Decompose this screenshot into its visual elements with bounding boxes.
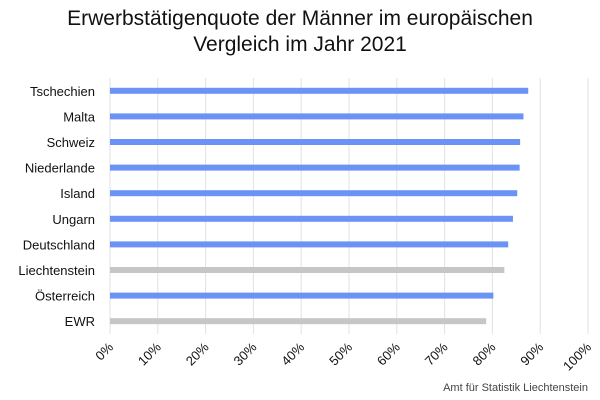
x-tick-label-90: 90%: [517, 339, 546, 368]
category-label-5: Ungarn: [52, 212, 95, 227]
category-label-9: EWR: [65, 314, 95, 329]
bar-9: [110, 318, 487, 325]
chart-title: Erwerbstätigenquote der Männer im europä…: [0, 6, 600, 58]
bar-7: [110, 267, 505, 273]
bar-8: [110, 292, 494, 299]
category-label-1: Malta: [63, 109, 96, 124]
category-label-0: Tschechien: [30, 84, 95, 99]
x-tick-label-30: 30%: [231, 339, 260, 368]
x-tick-label-60: 60%: [374, 339, 403, 368]
bar-6: [110, 241, 509, 248]
category-label-2: Schweiz: [47, 135, 95, 150]
x-tick-label-10: 10%: [135, 339, 164, 368]
x-tick-label-100: 100%: [560, 339, 594, 373]
chart-title-line-1: Erwerbstätigenquote der Männer im europä…: [67, 7, 533, 30]
category-label-8: Österreich: [35, 289, 95, 304]
bar-5: [110, 215, 513, 222]
bar-2: [110, 139, 521, 145]
category-label-3: Niederlande: [25, 161, 95, 176]
chart-title-line-2: Vergleich im Jahr 2021: [193, 33, 407, 56]
x-tick-label-80: 80%: [470, 339, 499, 368]
bar-1: [110, 113, 524, 120]
category-label-6: Deutschland: [23, 237, 95, 252]
x-tick-label-50: 50%: [326, 339, 355, 368]
category-label-7: Liechtenstein: [18, 263, 95, 278]
x-tick-label-70: 70%: [422, 339, 451, 368]
category-label-4: Island: [60, 186, 95, 201]
bar-4: [110, 190, 518, 197]
source-note: Amt für Statistik Liechtenstein: [443, 382, 588, 394]
x-tick-label-20: 20%: [183, 339, 212, 368]
x-tick-label-40: 40%: [278, 339, 307, 368]
x-tick-label-0: 0%: [92, 339, 116, 363]
bar-0: [110, 87, 529, 94]
bar-3: [110, 164, 520, 171]
